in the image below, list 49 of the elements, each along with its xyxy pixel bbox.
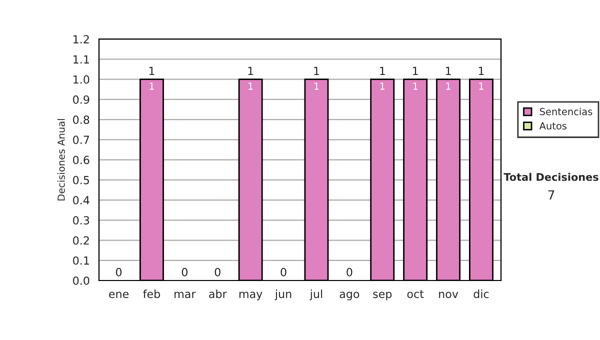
data-label: 1 [446,82,450,90]
y-tick-label: 0.6 [73,156,90,164]
y-tick-label: 1.0 [74,75,90,84]
total-label: 0 [346,268,352,276]
total-label: 1 [380,66,385,76]
total-label: 1 [478,66,484,76]
data-label: 1 [150,82,154,90]
x-tick-label: feb [143,290,160,298]
data-label: 1 [314,82,319,90]
y-tick-label: 0.0 [73,276,90,285]
x-tick-label: ene [109,292,129,298]
text: 7 [548,190,554,200]
total-label: 0 [116,268,122,276]
y-tick-label: 0.8 [73,116,90,124]
total-label: 0 [182,268,188,276]
x-tick-label: ago [340,292,360,300]
y-tick-label: 0.4 [73,196,90,204]
y-tick-label: 0.5 [73,176,89,184]
data-label: 1 [479,82,484,90]
x-tick-label: may [239,292,262,300]
total-label: 0 [214,268,220,276]
data-label: 1 [413,82,418,90]
y-tick-label: 0.2 [73,236,89,245]
x-tick-label: sep [373,292,392,300]
x-tick-label: oct [407,290,424,298]
x-tick-label: dic [474,290,489,298]
total-label: 1 [314,66,319,76]
y-tick-label: 0.1 [73,256,89,265]
legend-label: Autos [539,122,566,130]
x-tick-label: abr [209,290,227,298]
total-label: 0 [280,268,286,276]
x-tick-label: jun [274,290,292,300]
total-label: 1 [248,66,254,76]
data-label: 1 [248,82,253,90]
x-tick-label: jul [310,290,322,300]
y-tick-label: 0.7 [73,136,90,144]
total-label: 1 [413,66,418,76]
x-tick-label: mar [174,292,196,298]
x-tick-label: nov [439,292,458,298]
y-tick-label: 0.3 [73,216,90,225]
total-label: 1 [446,66,451,76]
text: Total Decisiones [504,172,598,181]
y-axis-title: Decisiones Anual [57,119,65,200]
y-tick-label: 1.2 [74,35,89,44]
y-tick-label: 1.1 [74,55,89,64]
data-label: 1 [380,82,385,90]
legend-label: Sentencias [540,108,592,116]
y-tick-label: 0.9 [73,95,90,104]
total-label: 1 [149,66,154,76]
